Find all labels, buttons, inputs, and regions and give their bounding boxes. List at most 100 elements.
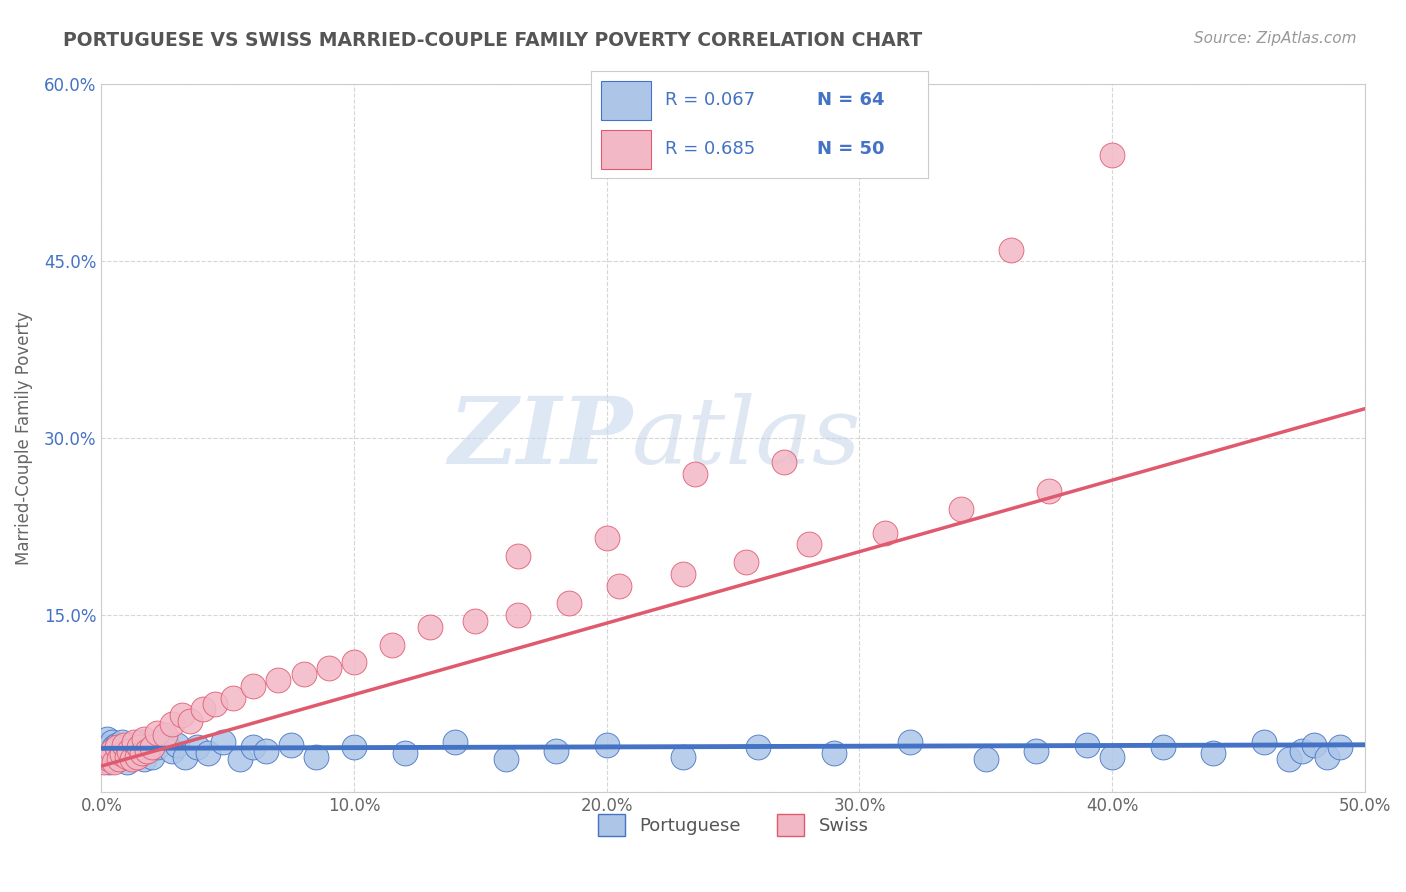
- Point: [124, 749, 146, 764]
- Point: [136, 744, 159, 758]
- Point: [103, 740, 125, 755]
- Point: [1038, 484, 1060, 499]
- Point: [292, 667, 315, 681]
- Point: [186, 740, 208, 755]
- Point: [1025, 744, 1047, 758]
- Point: [797, 537, 820, 551]
- Point: [93, 744, 115, 758]
- Point: [444, 735, 467, 749]
- Point: [121, 752, 143, 766]
- Point: [419, 620, 441, 634]
- Point: [254, 744, 277, 758]
- Point: [734, 555, 756, 569]
- Point: [111, 735, 134, 749]
- Point: [546, 744, 568, 758]
- Point: [134, 752, 156, 766]
- Point: [93, 738, 115, 752]
- Point: [100, 735, 122, 749]
- Text: R = 0.067: R = 0.067: [665, 91, 755, 109]
- Text: N = 50: N = 50: [817, 141, 884, 159]
- Point: [98, 756, 121, 770]
- Point: [103, 756, 125, 770]
- Point: [267, 673, 290, 687]
- Point: [118, 744, 141, 758]
- Point: [125, 749, 148, 764]
- Point: [100, 747, 122, 762]
- Point: [508, 549, 530, 563]
- Point: [1000, 243, 1022, 257]
- Point: [108, 740, 131, 755]
- Point: [683, 467, 706, 481]
- Point: [166, 738, 188, 752]
- Point: [671, 749, 693, 764]
- Point: [115, 756, 138, 770]
- Point: [160, 744, 183, 758]
- Point: [1101, 749, 1123, 764]
- Point: [105, 740, 128, 755]
- Point: [381, 638, 404, 652]
- Point: [112, 749, 135, 764]
- FancyBboxPatch shape: [600, 130, 651, 169]
- Point: [305, 749, 328, 764]
- Point: [93, 756, 115, 770]
- Point: [191, 702, 214, 716]
- Text: ZIP: ZIP: [449, 393, 633, 483]
- Point: [121, 738, 143, 752]
- Point: [974, 752, 997, 766]
- Point: [153, 728, 176, 742]
- Point: [1076, 738, 1098, 752]
- Point: [96, 731, 118, 746]
- Y-axis label: Married-Couple Family Poverty: Married-Couple Family Poverty: [15, 311, 32, 565]
- Point: [1202, 746, 1225, 760]
- Point: [131, 735, 153, 749]
- Point: [173, 749, 195, 764]
- Point: [609, 579, 631, 593]
- Point: [128, 740, 150, 755]
- Point: [105, 738, 128, 752]
- Point: [596, 532, 619, 546]
- Point: [146, 740, 169, 755]
- Point: [131, 746, 153, 760]
- Point: [105, 744, 128, 758]
- Point: [823, 746, 845, 760]
- Point: [1278, 752, 1301, 766]
- Point: [343, 655, 366, 669]
- Point: [229, 752, 252, 766]
- Point: [1101, 148, 1123, 162]
- Point: [115, 749, 138, 764]
- Point: [1316, 749, 1339, 764]
- Point: [211, 735, 233, 749]
- Point: [138, 738, 160, 752]
- Point: [1329, 740, 1351, 755]
- Point: [898, 735, 921, 749]
- Point: [242, 679, 264, 693]
- Point: [558, 596, 581, 610]
- Text: atlas: atlas: [633, 393, 862, 483]
- Point: [179, 714, 201, 729]
- Text: R = 0.685: R = 0.685: [665, 141, 755, 159]
- Point: [112, 738, 135, 752]
- Point: [1303, 738, 1326, 752]
- Point: [172, 708, 194, 723]
- Point: [242, 740, 264, 755]
- Point: [128, 746, 150, 760]
- Point: [1253, 735, 1275, 749]
- Point: [124, 735, 146, 749]
- Point: [103, 752, 125, 766]
- Point: [136, 744, 159, 758]
- FancyBboxPatch shape: [600, 81, 651, 120]
- Point: [596, 738, 619, 752]
- Point: [141, 740, 163, 755]
- Point: [772, 455, 794, 469]
- Point: [100, 744, 122, 758]
- Legend: Portuguese, Swiss: Portuguese, Swiss: [591, 806, 876, 843]
- Text: N = 64: N = 64: [817, 91, 884, 109]
- Point: [108, 752, 131, 766]
- Point: [280, 738, 302, 752]
- Point: [98, 752, 121, 766]
- Point: [153, 731, 176, 746]
- Point: [671, 566, 693, 581]
- Point: [141, 749, 163, 764]
- Point: [495, 752, 517, 766]
- Point: [111, 747, 134, 762]
